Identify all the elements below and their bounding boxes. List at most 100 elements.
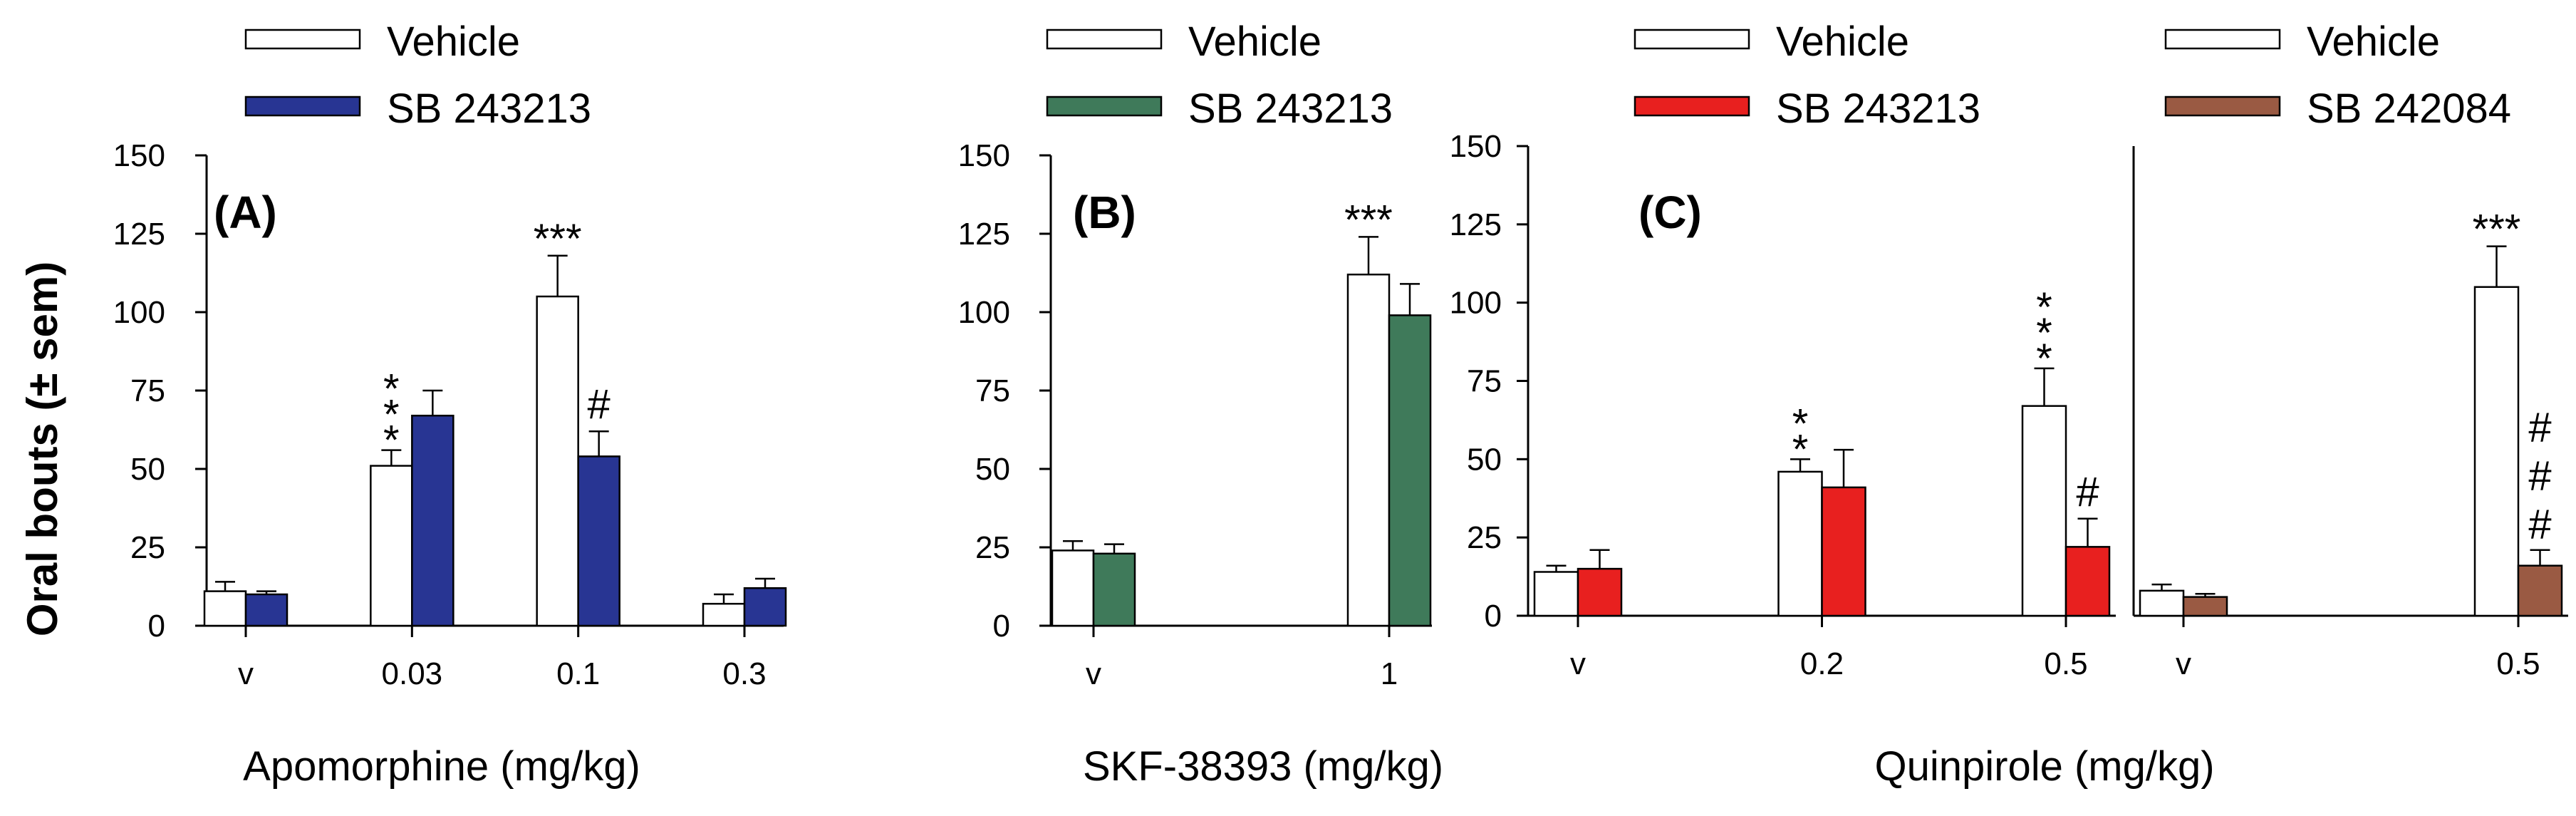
legend-label: SB 243213 <box>1188 86 1393 132</box>
x-tick-label: 0.5 <box>2044 646 2087 681</box>
bar-vehicle-0 <box>1051 549 1095 627</box>
significance-glyph: * <box>2036 284 2052 331</box>
significance-glyph: * <box>383 366 400 413</box>
bar-sb-242084-0 <box>2182 596 2228 617</box>
y-tick-label: 100 <box>113 295 165 330</box>
panel-label: (B) <box>1073 187 1136 238</box>
significance-marker: *** <box>534 216 582 262</box>
y-axis-title: Oral bouts (± sem) <box>19 262 66 636</box>
y-tick-label: 125 <box>958 217 1010 252</box>
y-tick-label: 25 <box>130 530 165 565</box>
significance-glyph: * <box>383 392 400 438</box>
panel-label: (C) <box>1638 187 1702 238</box>
panel-2: 0 25 50 75 100 125 150 v 1 *** (B) Vehicle SB 243213… <box>958 19 1443 790</box>
significance-glyph: # <box>2528 502 2551 548</box>
x-axis-title: SKF-38393 (mg/kg) <box>1083 743 1443 790</box>
bar-sb-242084-1 <box>2517 564 2563 617</box>
y-tick-label: 0 <box>148 609 165 644</box>
legend-label: Vehicle <box>1188 19 1321 65</box>
significance-glyph: * <box>2036 336 2052 382</box>
x-tick-label: v <box>238 656 254 691</box>
bar-sb-243213-0 <box>1577 567 1623 617</box>
bar-sb-243213-1 <box>411 414 455 627</box>
y-tick-label: 150 <box>113 138 165 173</box>
significance-glyph: # <box>2528 405 2551 451</box>
significance-glyph: * <box>1792 401 1809 447</box>
legend-swatch <box>1046 29 1163 50</box>
y-tick-label: 50 <box>1467 442 1502 477</box>
panel-label: (A) <box>214 187 277 238</box>
legend-swatch <box>1634 29 1750 50</box>
x-tick-label: 0.2 <box>1800 646 1844 681</box>
y-tick-label: 125 <box>1450 207 1502 242</box>
bar-sb-243213-0 <box>1092 552 1136 627</box>
legend-swatch <box>244 95 361 117</box>
bar-vehicle-2 <box>2021 405 2067 617</box>
x-axis-title: Apomorphine (mg/kg) <box>243 743 640 790</box>
x-tick-label: 0.03 <box>382 656 443 691</box>
x-tick-label: 0.1 <box>556 656 600 691</box>
bar-vehicle-0 <box>203 590 247 627</box>
significance-marker: *** <box>383 366 400 464</box>
y-tick-label: 75 <box>130 373 165 408</box>
y-tick-label: 0 <box>1485 599 1502 634</box>
significance-glyph: * <box>383 418 400 464</box>
significance-marker: # # # <box>2528 405 2551 548</box>
bar-vehicle-0 <box>1533 571 1579 617</box>
x-tick-label: v <box>1570 646 1586 681</box>
legend-swatch <box>2164 95 2281 117</box>
bar-vehicle-2 <box>536 295 579 627</box>
bar-sb-243213-1 <box>1821 486 1866 617</box>
x-tick-label: v <box>2176 646 2191 681</box>
bar-sb-243213-3 <box>743 587 787 627</box>
y-tick-label: 100 <box>958 295 1010 330</box>
significance-marker: *** <box>2473 207 2521 253</box>
x-tick-label: 0.5 <box>2496 646 2540 681</box>
significance-marker: * * <box>1792 401 1809 472</box>
y-tick-label: 125 <box>113 217 165 252</box>
bar-sb-243213-0 <box>244 593 289 627</box>
x-axis-title: Quinpirole (mg/kg) <box>1874 743 2214 790</box>
significance-marker: # <box>2076 469 2099 515</box>
bar-sb-243213-1 <box>1388 314 1432 627</box>
legend-label: Vehicle <box>1776 19 1909 65</box>
significance-glyph: * <box>2036 310 2052 356</box>
legend-swatch <box>1046 95 1163 117</box>
significance-marker: *** <box>2036 284 2052 382</box>
bar-vehicle-3 <box>702 602 746 627</box>
significance-glyph: # <box>2528 453 2551 500</box>
x-tick-label: 1 <box>1381 656 1398 691</box>
y-tick-label: 50 <box>975 452 1010 487</box>
y-tick-label: 75 <box>1467 364 1502 399</box>
bar-vehicle-0 <box>2139 589 2185 617</box>
significance-marker: *** <box>1344 197 1393 243</box>
bar-vehicle-1 <box>1346 273 1391 627</box>
y-tick-label: 100 <box>1450 286 1502 321</box>
legend-swatch <box>1634 95 1750 117</box>
legend-label: SB 242084 <box>2307 86 2511 132</box>
legend-swatch <box>2164 29 2281 50</box>
bar-sb-243213-2 <box>577 455 620 627</box>
x-tick-label: 0.3 <box>722 656 766 691</box>
y-tick-label: 150 <box>1450 129 1502 164</box>
bar-vehicle-1 <box>1777 470 1823 617</box>
y-tick-label: 25 <box>975 530 1010 565</box>
legend-label: SB 243213 <box>1776 86 1980 132</box>
legend-label: Vehicle <box>2307 19 2440 65</box>
y-tick-label: 25 <box>1467 520 1502 555</box>
bar-sb-243213-2 <box>2065 546 2111 617</box>
legend-label: Vehicle <box>387 19 520 65</box>
legend-swatch <box>244 29 361 50</box>
y-tick-label: 0 <box>993 609 1010 644</box>
x-tick-label: v <box>1086 656 1101 691</box>
significance-glyph: * <box>1792 426 1809 472</box>
bar-vehicle-1 <box>370 465 413 627</box>
y-tick-label: 150 <box>958 138 1010 173</box>
y-tick-label: 75 <box>975 373 1010 408</box>
significance-marker: # <box>588 381 611 428</box>
